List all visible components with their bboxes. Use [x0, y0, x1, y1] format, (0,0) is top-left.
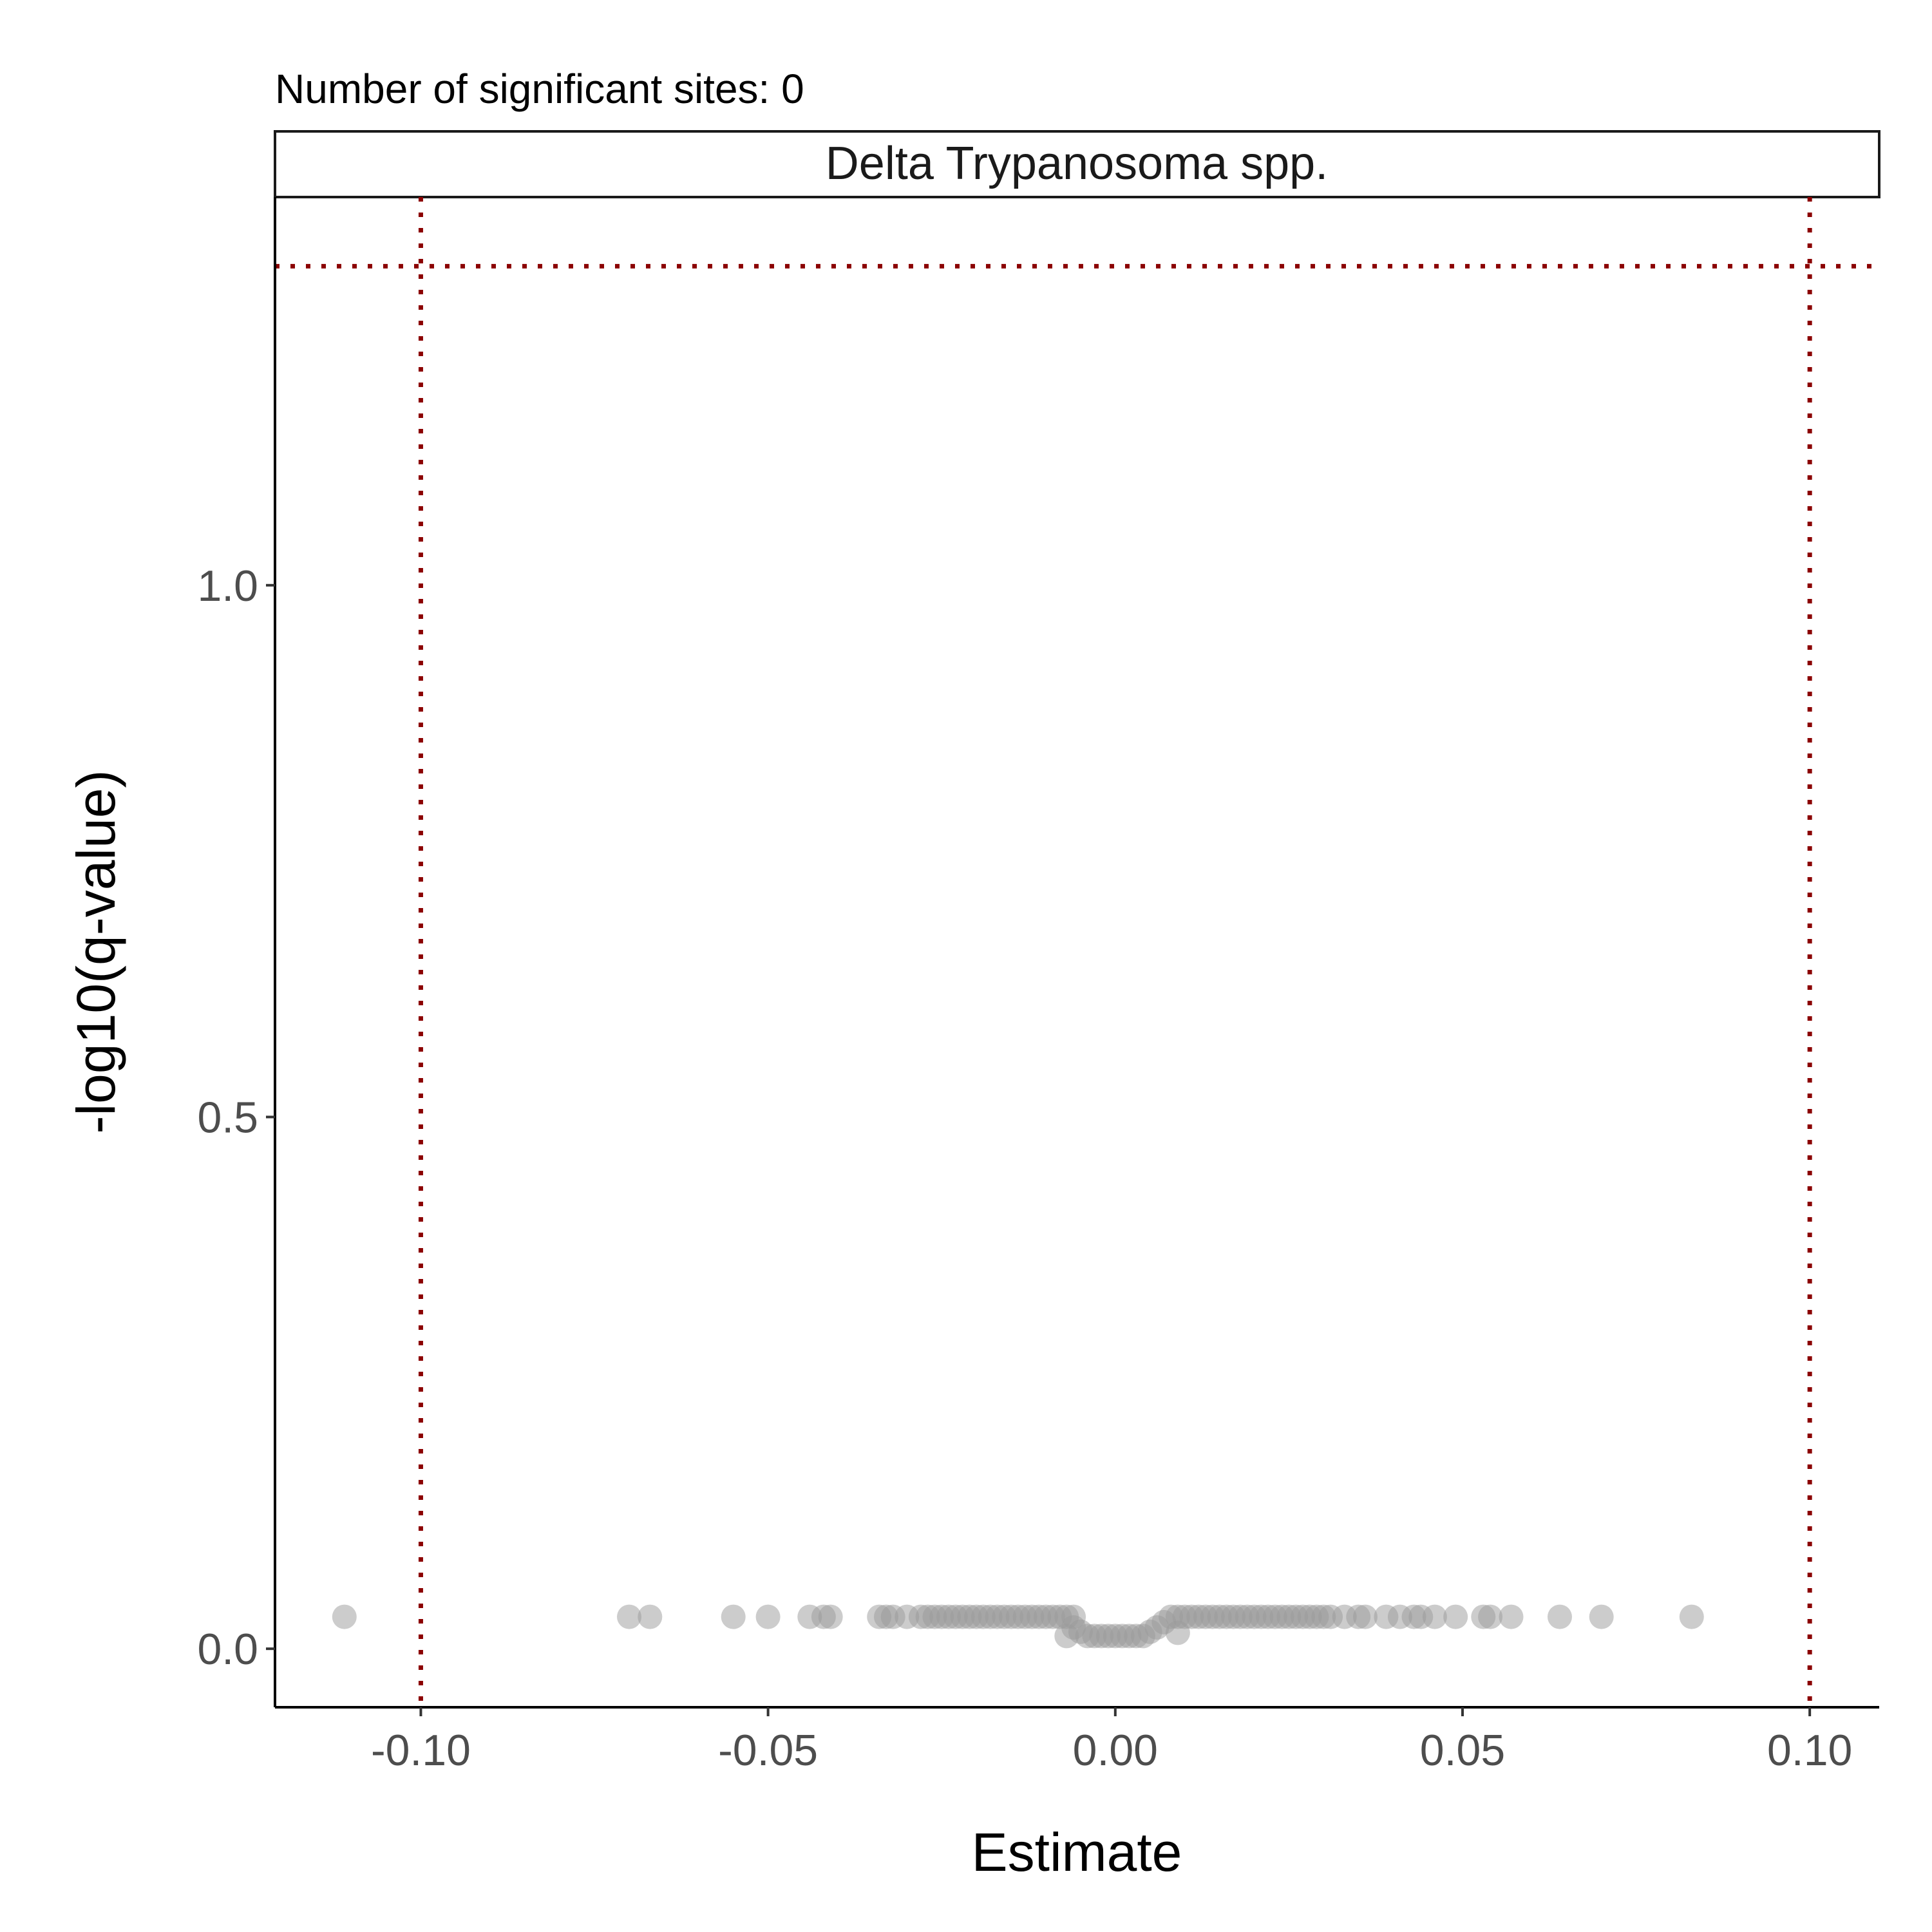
x-tick-label: 0.05	[1420, 1726, 1505, 1775]
data-point	[1548, 1604, 1572, 1629]
data-point	[1353, 1604, 1378, 1629]
x-axis-label: Estimate	[972, 1822, 1182, 1882]
x-tick-label: -0.05	[718, 1726, 818, 1775]
x-tick-label: -0.10	[371, 1726, 471, 1775]
data-point	[638, 1604, 663, 1629]
data-point	[1422, 1604, 1447, 1629]
facet-strip-label: Delta Trypanosoma spp.	[826, 138, 1328, 189]
y-tick-label: 1.0	[197, 562, 258, 611]
x-tick-label: 0.00	[1073, 1726, 1158, 1775]
y-tick-label: 0.0	[197, 1625, 258, 1674]
data-point	[1478, 1604, 1503, 1629]
data-point	[755, 1604, 781, 1629]
data-point	[1589, 1604, 1614, 1629]
data-point	[617, 1604, 641, 1629]
data-point	[1443, 1604, 1468, 1629]
data-point	[721, 1604, 746, 1629]
y-axis-label: -log10(q-value)	[66, 770, 126, 1134]
data-point	[1499, 1604, 1524, 1629]
points-layer	[332, 1604, 1704, 1649]
data-point	[818, 1604, 843, 1629]
y-ticks: 0.0 0.5 1.0	[197, 562, 275, 1674]
data-point	[1679, 1604, 1704, 1629]
facet-strip	[274, 130, 1880, 198]
chart-title: Number of significant sites: 0	[275, 66, 804, 112]
x-tick-label: 0.10	[1767, 1726, 1852, 1775]
data-point	[332, 1604, 357, 1629]
threshold-layer	[275, 197, 1879, 1707]
x-ticks: -0.10 -0.05 0.00 0.05 0.10	[371, 1707, 1852, 1775]
y-tick-label: 0.5	[197, 1093, 258, 1142]
